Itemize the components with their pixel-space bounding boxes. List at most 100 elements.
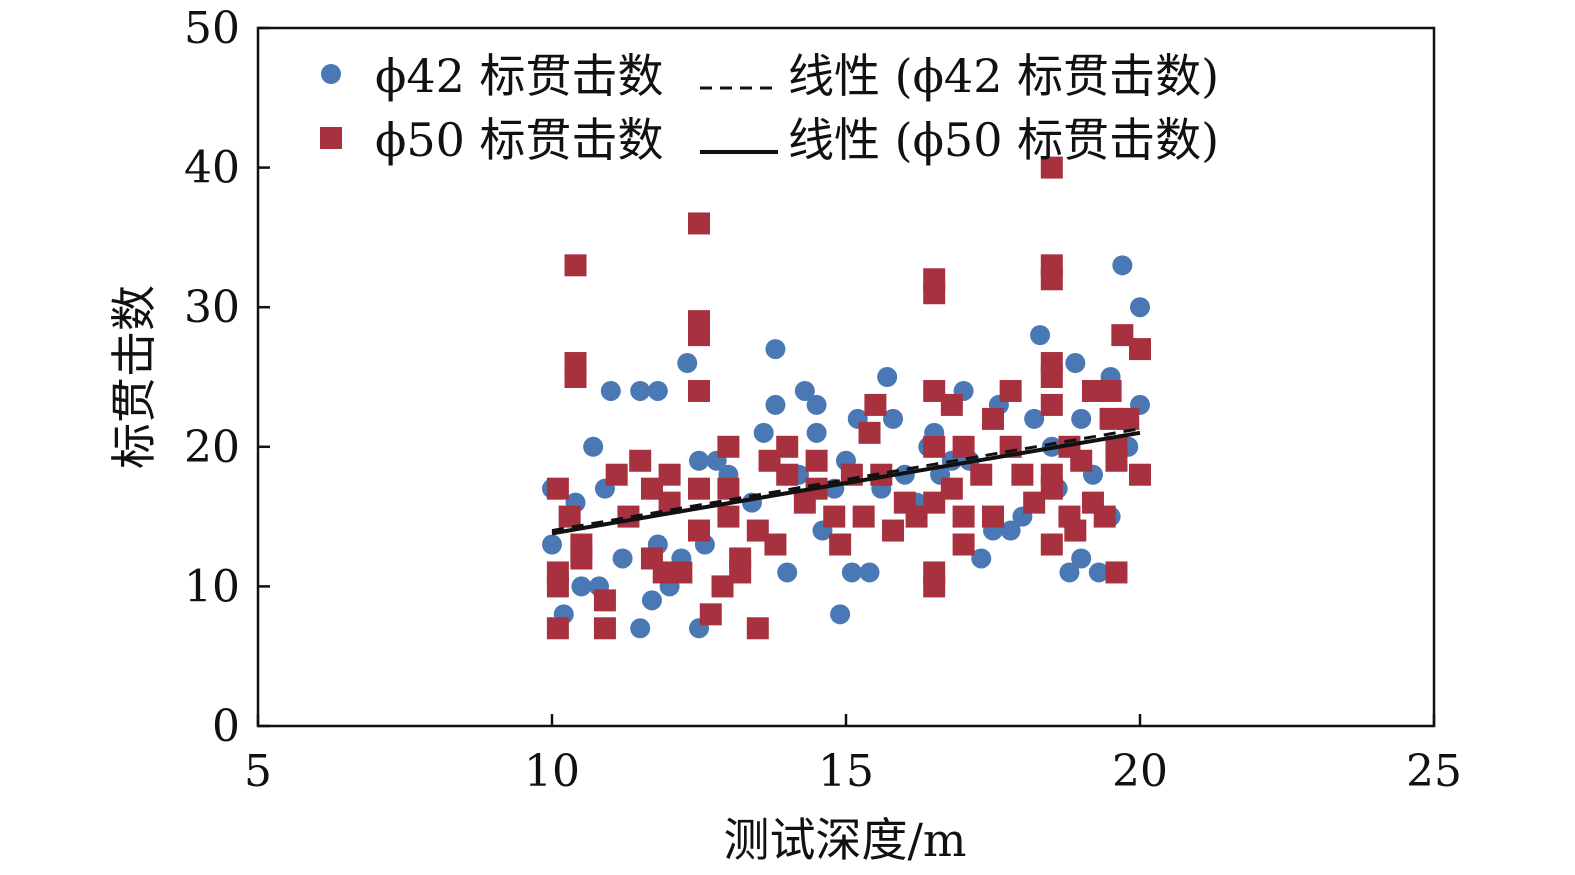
- data-point-square: [1105, 449, 1128, 472]
- data-point-square: [1011, 463, 1034, 486]
- data-point-circle: [1071, 408, 1092, 429]
- y-tick-label: 20: [184, 422, 240, 473]
- data-point-square: [593, 617, 616, 640]
- data-point-circle: [859, 562, 880, 583]
- data-point-square: [982, 505, 1004, 528]
- data-point-square: [864, 393, 887, 416]
- data-point-square: [1040, 393, 1063, 416]
- data-point-circle: [571, 576, 592, 597]
- data-point-square: [670, 561, 693, 584]
- legend-series-label: ϕ50 标贯击数: [375, 113, 664, 167]
- data-point-square: [882, 519, 905, 542]
- data-point-circle: [1024, 408, 1045, 429]
- data-point-square: [758, 449, 781, 472]
- legend-trendline-label: 线性 (ϕ42 标贯击数): [788, 49, 1219, 103]
- data-point-square: [923, 379, 946, 402]
- data-point-square: [1105, 561, 1128, 584]
- data-point-circle: [877, 367, 898, 387]
- data-point-circle: [830, 604, 851, 625]
- data-point-square: [1093, 505, 1116, 528]
- data-point-circle: [971, 548, 992, 569]
- data-point-square: [1111, 324, 1134, 347]
- data-point-circle: [753, 422, 774, 443]
- data-point-circle: [765, 339, 786, 360]
- y-tick-label: 30: [184, 282, 240, 333]
- data-point-square: [711, 575, 734, 598]
- data-point-square: [1081, 379, 1104, 402]
- x-axis-title: 测试深度/m: [723, 813, 966, 867]
- data-point-circle: [600, 380, 621, 401]
- data-point-square: [940, 477, 963, 500]
- data-point-square: [1040, 477, 1063, 500]
- data-point-square: [658, 463, 681, 486]
- data-point-square: [923, 282, 946, 305]
- data-point-square: [776, 435, 799, 458]
- trendlines: [551, 427, 1141, 536]
- legend-series-label: ϕ42 标贯击数: [375, 49, 664, 103]
- data-point-square: [823, 505, 846, 528]
- data-point-square: [1117, 407, 1140, 430]
- data-point-square: [858, 421, 881, 444]
- data-point-square: [923, 435, 946, 458]
- legend-marker-circle: [321, 64, 341, 84]
- data-point-square: [729, 561, 752, 584]
- data-marks: [542, 156, 1151, 640]
- data-point-square: [564, 254, 587, 277]
- data-point-square: [1099, 407, 1122, 430]
- data-point-square: [1023, 491, 1046, 514]
- data-point-circle: [765, 394, 786, 415]
- data-point-circle: [1030, 325, 1051, 346]
- data-point-square: [923, 575, 946, 598]
- data-point-square: [688, 379, 710, 402]
- data-point-square: [570, 547, 593, 570]
- data-point-square: [952, 505, 975, 528]
- legend-trendline-label: 线性 (ϕ50 标贯击数): [788, 113, 1219, 167]
- axes: 5 10 15 20 25 0 10 20 30 40 50: [184, 3, 1462, 797]
- data-point-circle: [689, 450, 709, 471]
- data-point-circle: [630, 618, 651, 639]
- data-point-circle: [641, 590, 662, 611]
- data-point-square: [940, 393, 963, 416]
- data-point-circle: [1065, 353, 1086, 374]
- data-point-square: [652, 561, 675, 584]
- data-point-square: [605, 463, 628, 486]
- data-point-square: [699, 603, 722, 626]
- y-axis-title: 标贯击数: [107, 285, 161, 469]
- y-tick-label: 10: [184, 561, 240, 612]
- data-point-square: [629, 449, 652, 472]
- data-point-square: [717, 505, 740, 528]
- data-point-circle: [630, 380, 651, 401]
- data-point-square: [1040, 366, 1063, 388]
- y-tick-label: 0: [212, 701, 240, 752]
- data-point-square: [852, 505, 875, 528]
- data-point-square: [1064, 519, 1087, 542]
- data-point-circle: [806, 394, 827, 415]
- data-point-circle: [1059, 562, 1080, 583]
- data-point-circle: [583, 436, 604, 457]
- data-point-square: [546, 477, 569, 500]
- y-tick-label: 40: [184, 143, 240, 194]
- x-tick-label: 15: [818, 746, 874, 797]
- data-point-square: [688, 212, 710, 235]
- data-point-square: [805, 449, 828, 472]
- data-point-circle: [794, 380, 815, 401]
- data-point-square: [746, 617, 769, 640]
- y-tick-label: 50: [184, 3, 240, 54]
- data-point-square: [870, 463, 893, 486]
- x-tick-label: 10: [524, 746, 580, 797]
- series-2: [546, 156, 1151, 640]
- x-tick-label: 5: [244, 746, 272, 797]
- data-point-square: [1040, 533, 1063, 556]
- x-tick-label: 20: [1112, 746, 1168, 797]
- data-point-square: [952, 533, 975, 556]
- data-point-circle: [1130, 297, 1150, 318]
- legend: ϕ42 标贯击数 线性 (ϕ42 标贯击数) ϕ50 标贯击数 线性 (ϕ50 标贯击…: [320, 49, 1219, 167]
- data-point-square: [546, 617, 569, 640]
- data-point-circle: [841, 562, 862, 583]
- data-point-square: [717, 435, 740, 458]
- data-point-circle: [1088, 562, 1109, 583]
- data-point-square: [593, 589, 616, 612]
- data-point-square: [952, 435, 975, 458]
- data-point-square: [1129, 463, 1151, 486]
